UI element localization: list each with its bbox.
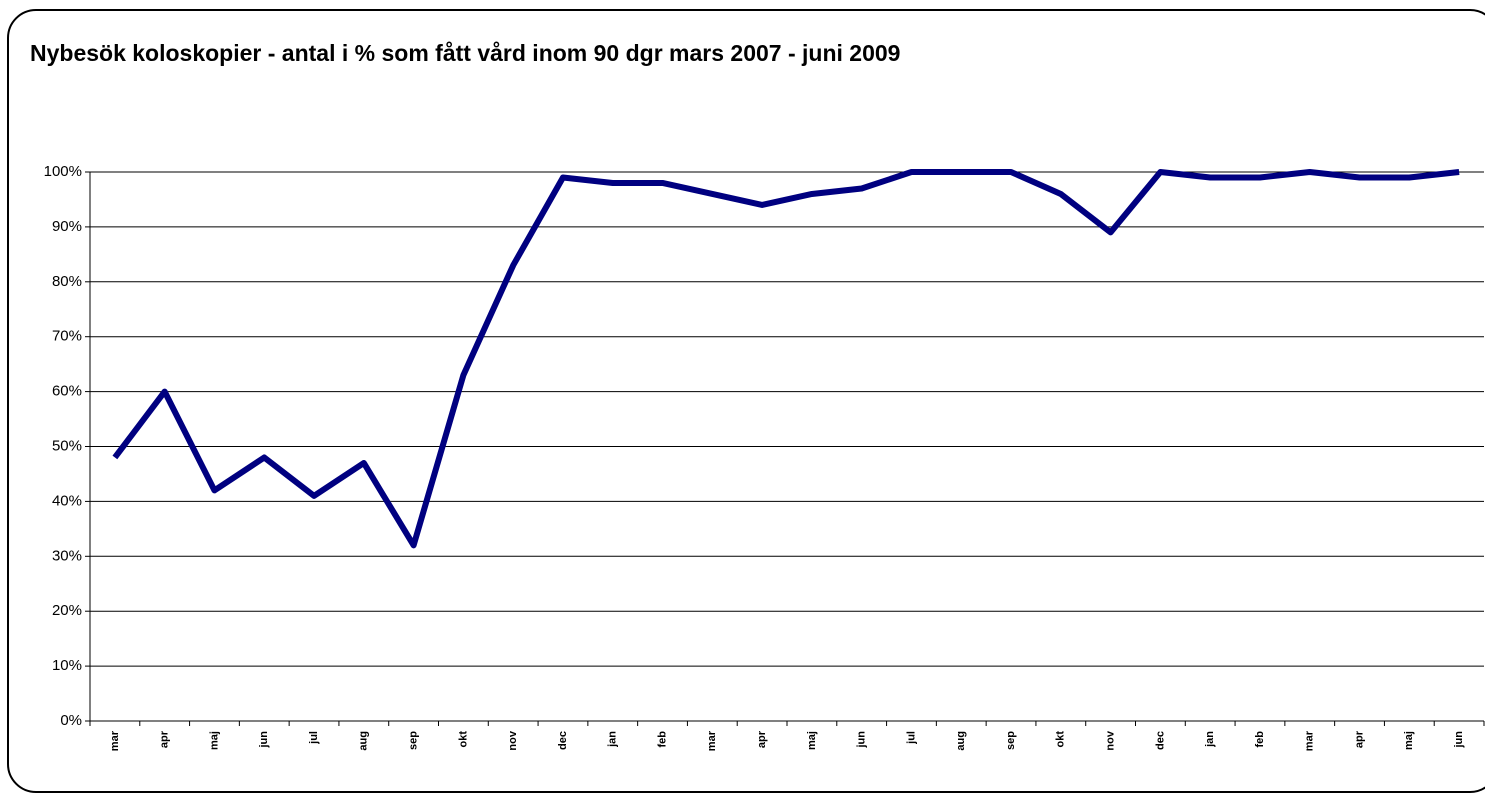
x-tick-label: okt [457,731,469,748]
x-tick-label: aug [955,731,967,751]
x-tick-label: sep [1005,731,1017,750]
y-tick-label: 80% [52,273,82,290]
x-tick-label: dec [1154,731,1166,750]
x-tick-label: mar [706,730,718,751]
y-tick-label: 70% [52,328,82,345]
y-tick-label: 60% [52,383,82,400]
y-tick-label: 10% [52,657,82,674]
x-tick-label: jan [607,731,619,748]
y-tick-label: 0% [60,712,82,729]
x-tick-label: apr [159,730,171,748]
x-tick-label: maj [1403,731,1415,750]
x-tick-label: jul [308,731,320,745]
x-tick-label: okt [1055,731,1067,748]
chart-title: Nybesök koloskopier - antal i % som fått… [30,40,900,66]
x-tick-label: dec [557,731,569,750]
x-tick-label: jan [1204,731,1216,748]
data-line [112,169,1460,549]
x-tick-label: jul [905,731,917,745]
x-tick-label: mar [1304,730,1316,751]
x-tick-label: apr [756,730,768,748]
x-tick-label: apr [1353,730,1365,748]
y-tick-label: 50% [52,437,82,454]
y-tick-label: 20% [52,602,82,619]
x-tick-label: mar [109,730,121,751]
x-tick-label: jun [1453,731,1465,749]
y-tick-label: 40% [52,492,82,509]
y-tick-label: 90% [52,218,82,235]
x-tick-label: feb [1254,731,1266,748]
x-tick-label: jun [856,731,868,749]
x-tick-label: nov [1105,730,1117,750]
x-tick-label: feb [656,731,668,748]
x-tick-label: sep [408,731,420,750]
x-tick-label: jun [258,731,270,749]
x-tick-label: maj [806,731,818,750]
x-tick-label: nov [507,730,519,750]
y-tick-label: 30% [52,547,82,564]
x-tick-label: aug [358,731,370,751]
x-tick-label: maj [208,731,220,750]
y-tick-label: 100% [44,163,82,180]
chart-frame [7,9,1485,793]
